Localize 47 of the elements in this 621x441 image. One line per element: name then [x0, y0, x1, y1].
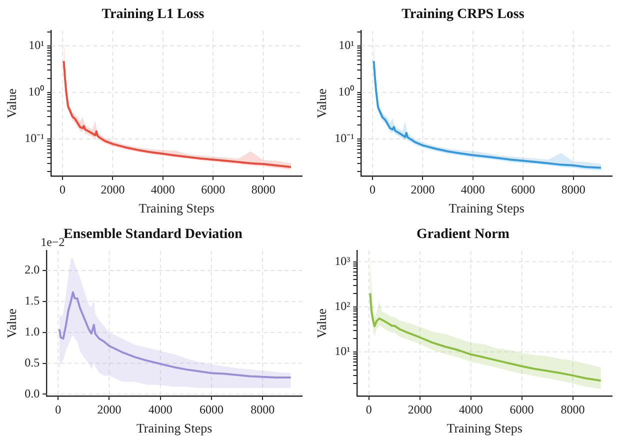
y-tick-label: 10² [334, 298, 351, 313]
y-tick-label: 10¹ [28, 38, 45, 52]
y-axis-title: Value [314, 88, 330, 118]
text: 1e−2 [40, 234, 65, 249]
y-tick-label: 10⁰ [338, 84, 354, 99]
y-tick-label: 10⁻¹ [24, 131, 45, 146]
x-tick-label: 8000 [561, 182, 586, 196]
x-tick-label: 6000 [510, 402, 534, 416]
x-tick-label: 2000 [408, 402, 432, 416]
x-tick-label: 2000 [100, 182, 125, 196]
y-tick-label: 10⁻¹ [334, 131, 355, 146]
x-tick-label: 0 [55, 402, 62, 416]
x-tick-label: 6000 [201, 182, 226, 196]
x-axis-title: Training Steps [138, 200, 214, 216]
y-axis-title: Value [4, 308, 20, 338]
x-tick-label: 2000 [97, 402, 122, 416]
y-tick-label: 2.0 [24, 262, 40, 277]
x-tick-label: 4000 [150, 182, 175, 196]
y-axis-title: Value [314, 308, 330, 338]
y-tick-label: 10¹ [338, 38, 355, 52]
chart-title: Gradient Norm [416, 227, 510, 242]
x-axis-title: Training Steps [136, 420, 212, 436]
y-tick-label: 10⁰ [28, 84, 44, 99]
chart-title: Training CRPS Loss [402, 7, 525, 22]
chart-title: Ensemble Standard Deviation [64, 227, 243, 242]
x-tick-label: 6000 [511, 182, 536, 196]
y-tick-label: 0.5 [24, 355, 40, 370]
x-tick-label: 4000 [458, 402, 483, 416]
x-tick-label: 6000 [200, 402, 224, 416]
x-tick-label: 2000 [410, 182, 435, 196]
y-tick-label: 10¹ [334, 344, 351, 358]
x-tick-label: 8000 [560, 402, 585, 416]
x-axis-title: Training Steps [448, 200, 524, 216]
y-tick-label: 1.0 [24, 324, 40, 339]
y-axis-title: Value [4, 88, 20, 118]
y-tick-label: 10³ [334, 254, 351, 268]
x-tick-label: 4000 [148, 402, 172, 416]
y-tick-label: 0.0 [24, 386, 40, 400]
x-tick-label: 4000 [460, 182, 485, 196]
x-tick-label: 0 [59, 182, 66, 196]
y-tick-label: 1.5 [24, 294, 40, 308]
chart-title: Training L1 Loss [102, 7, 205, 22]
x-tick-label: 8000 [251, 182, 276, 196]
x-tick-label: 0 [366, 402, 372, 416]
x-tick-label: 8000 [250, 402, 275, 416]
x-axis-title: Training Steps [446, 420, 522, 436]
x-tick-label: 0 [369, 182, 376, 196]
